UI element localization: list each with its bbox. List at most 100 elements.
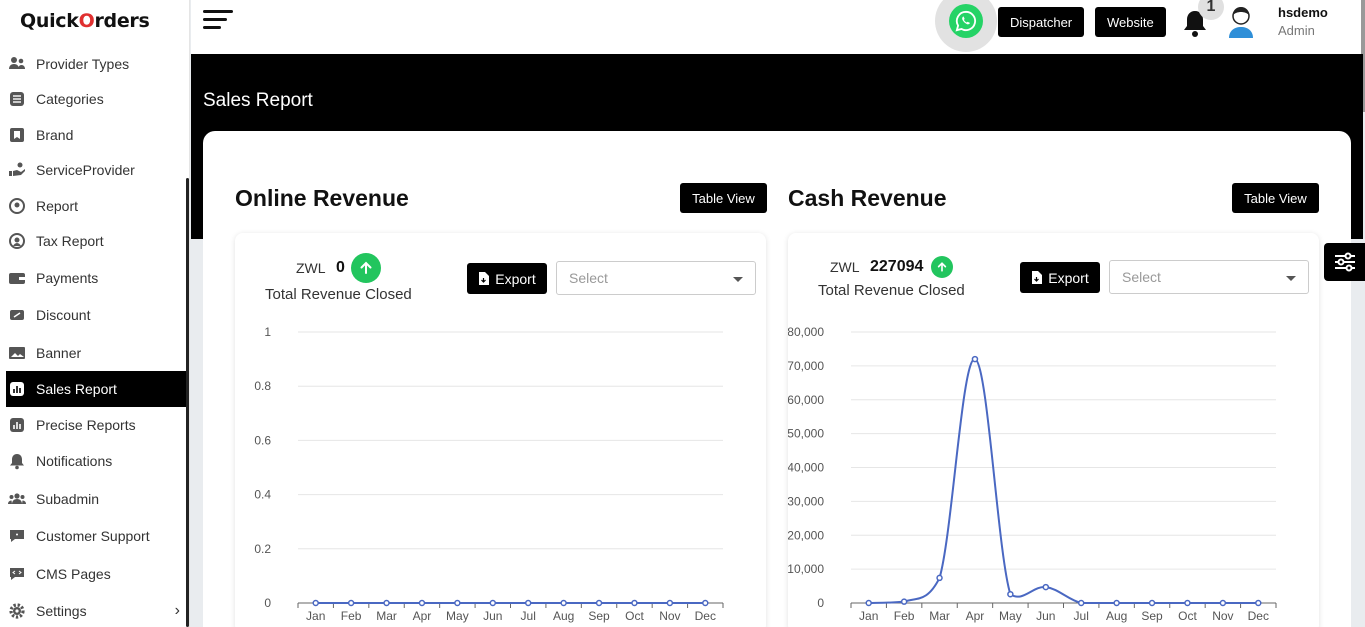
y-tick-label: 20,000 — [788, 528, 824, 542]
online-revenue-chart: 0 0.2 0.4 0.6 0.8 1 Jan Feb Mar Apr May Jun Jul Aug Se… — [254, 325, 724, 623]
app-logo[interactable]: QuickOrders — [20, 10, 150, 32]
chart-icon — [8, 380, 26, 398]
x-tick-label: Oct — [625, 609, 644, 623]
sidebar-item-label: Notifications — [36, 453, 113, 469]
sidebar-item-categories[interactable]: Categories — [6, 81, 186, 117]
sidebar-item-label: Payments — [36, 270, 99, 286]
x-tick-label: Aug — [1106, 609, 1127, 623]
y-tick-label: 0 — [264, 596, 271, 610]
data-point — [1255, 599, 1262, 607]
data-point — [1007, 590, 1014, 598]
chevron-down-icon — [1286, 276, 1296, 281]
x-tick-label: Feb — [894, 609, 915, 623]
x-tick-label: Jul — [521, 609, 536, 623]
online-currency: ZWL — [296, 260, 326, 276]
x-tick-label: Jan — [306, 609, 325, 623]
sidebar-item-label: Customer Support — [36, 528, 150, 544]
sidebar-item-label: Settings — [36, 603, 87, 619]
series-line — [868, 358, 1259, 604]
sidebar-item-notifications[interactable]: Notifications — [6, 443, 186, 479]
data-point — [666, 599, 674, 607]
sidebar-item-report[interactable]: Report — [6, 188, 186, 224]
settings-sliders-button[interactable] — [1324, 243, 1365, 281]
sidebar-item-label: Subadmin — [36, 491, 100, 507]
online-select-placeholder: Select — [569, 270, 608, 286]
x-tick-label: Nov — [1212, 609, 1233, 623]
users-icon — [8, 55, 26, 73]
cash-period-select[interactable]: Select — [1109, 260, 1309, 294]
x-tick-label: Feb — [341, 609, 362, 623]
sidebar-item-label: Precise Reports — [36, 417, 136, 433]
sidebar-item-customer-support[interactable]: Customer Support — [6, 518, 186, 554]
cash-revenue-panel: ZWL 227094 Total Revenue Closed Export S… — [788, 233, 1319, 627]
sidebar-item-label: Report — [36, 198, 79, 214]
data-point — [1148, 599, 1156, 607]
sidebar-item-subadmin[interactable]: Subadmin — [6, 481, 186, 517]
sidebar-item-precise-reports[interactable]: Precise Reports — [6, 407, 186, 443]
cash-export-label: Export — [1048, 269, 1089, 286]
tax-icon — [8, 232, 26, 250]
user-role: Admin — [1278, 23, 1315, 38]
sidebar-item-cms-pages[interactable]: CMS Pages — [6, 556, 186, 592]
sidebar-item-settings[interactable]: Settings › — [6, 593, 186, 627]
y-tick-label: 40,000 — [788, 461, 824, 475]
logo-prefix: Quick — [20, 10, 79, 32]
online-export-button[interactable]: Export — [467, 263, 547, 294]
list-icon — [8, 90, 26, 108]
gear-icon — [8, 602, 26, 620]
whatsapp-button[interactable] — [935, 0, 997, 52]
page-title: Sales Report — [203, 90, 313, 111]
data-point — [631, 599, 638, 607]
cash-revenue-title: Cash Revenue — [788, 185, 947, 211]
sidebar-item-tax-report[interactable]: Tax Report — [6, 223, 186, 259]
sidebar-item-label: Provider Types — [36, 56, 130, 72]
sidebar-item-sales-report[interactable]: Sales Report — [6, 371, 186, 407]
x-tick-label: Jun — [1036, 609, 1055, 623]
data-point — [1077, 599, 1085, 607]
sidebar-item-discount[interactable]: Discount — [6, 297, 186, 333]
hand-icon — [8, 161, 26, 179]
x-tick-label: Sep — [1141, 609, 1163, 623]
x-tick-label: May — [446, 609, 469, 623]
website-button[interactable]: Website — [1095, 7, 1166, 37]
data-point — [1184, 599, 1191, 607]
x-tick-label: Jun — [483, 609, 502, 623]
x-tick-label: May — [999, 609, 1022, 623]
trend-up-icon — [351, 253, 381, 283]
sidebar-item-provider-types[interactable]: Provider Types — [6, 46, 186, 82]
report-icon — [8, 197, 26, 215]
online-table-view-button[interactable]: Table View — [680, 183, 767, 213]
sidebar-scrollbar[interactable] — [186, 178, 189, 627]
avatar[interactable] — [1225, 4, 1257, 38]
sidebar-item-serviceprovider[interactable]: ServiceProvider — [6, 152, 186, 188]
sidebar-item-brand[interactable]: Brand — [6, 117, 186, 153]
cash-export-button[interactable]: Export — [1020, 262, 1100, 293]
image-icon — [8, 344, 26, 362]
dispatcher-button[interactable]: Dispatcher — [998, 7, 1085, 37]
sidebar-item-banner[interactable]: Banner — [6, 335, 186, 371]
online-period-select[interactable]: Select — [556, 261, 756, 295]
x-tick-label: Mar — [929, 609, 950, 623]
sidebar-item-payments[interactable]: Payments — [6, 260, 186, 296]
data-point — [1113, 599, 1120, 607]
data-point — [702, 599, 709, 607]
sidebar-item-label: Banner — [36, 345, 82, 361]
y-tick-label: 80,000 — [788, 325, 824, 339]
top-header: Dispatcher Website 1 hsdemo Admin — [191, 0, 1363, 54]
bookmark-icon — [8, 126, 26, 144]
trend-up-icon — [931, 256, 953, 278]
data-point — [595, 599, 603, 607]
y-tick-label: 0 — [817, 596, 824, 610]
chat-icon — [8, 527, 26, 545]
x-tick-label: Nov — [659, 609, 680, 623]
x-tick-label: Mar — [376, 609, 397, 623]
page-scrollbar[interactable] — [1361, 0, 1365, 112]
x-tick-label: Oct — [1178, 609, 1197, 623]
sidebar-item-label: ServiceProvider — [36, 162, 135, 178]
menu-toggle-icon[interactable] — [203, 10, 235, 34]
y-tick-label: 1 — [264, 325, 271, 339]
logo-suffix: rders — [94, 10, 150, 32]
cash-table-view-button[interactable]: Table View — [1232, 183, 1319, 213]
online-export-label: Export — [495, 270, 536, 287]
data-point — [971, 355, 979, 363]
